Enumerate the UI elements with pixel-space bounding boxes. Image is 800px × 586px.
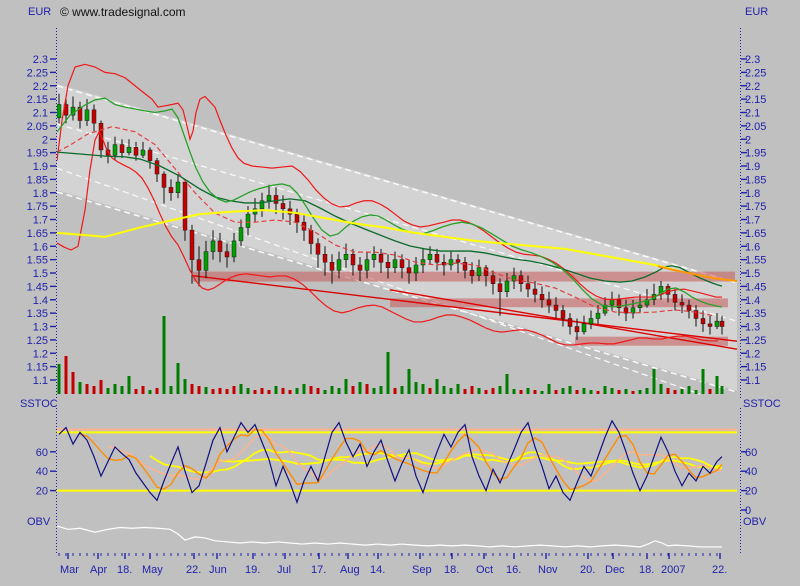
- svg-text:1.2: 1.2: [33, 348, 48, 360]
- svg-text:2.2: 2.2: [745, 81, 760, 93]
- svg-text:Apr: Apr: [90, 564, 107, 576]
- svg-text:1.95: 1.95: [27, 148, 48, 160]
- svg-text:17.: 17.: [311, 564, 326, 576]
- svg-text:0: 0: [745, 505, 751, 517]
- svg-text:1.25: 1.25: [27, 335, 48, 347]
- svg-text:20: 20: [745, 486, 757, 498]
- svg-text:1.3: 1.3: [33, 322, 48, 334]
- svg-text:May: May: [142, 564, 163, 576]
- svg-text:Jul: Jul: [277, 564, 291, 576]
- svg-text:1.9: 1.9: [33, 161, 48, 173]
- svg-text:1.55: 1.55: [745, 255, 766, 267]
- svg-text:1.3: 1.3: [745, 322, 760, 334]
- svg-text:40: 40: [36, 466, 48, 478]
- svg-text:16.: 16.: [506, 564, 521, 576]
- svg-text:2.1: 2.1: [745, 108, 760, 120]
- svg-text:1.4: 1.4: [33, 295, 48, 307]
- svg-text:Jun: Jun: [209, 564, 227, 576]
- obv-panel-title-right: OBV: [743, 516, 767, 528]
- svg-text:1.4: 1.4: [745, 295, 760, 307]
- svg-text:1.65: 1.65: [745, 228, 766, 240]
- svg-text:1.5: 1.5: [33, 268, 48, 280]
- svg-text:2.05: 2.05: [27, 121, 48, 133]
- svg-text:1.55: 1.55: [27, 255, 48, 267]
- sstoc-panel-title-right: SSTOC: [743, 398, 781, 410]
- svg-text:1.95: 1.95: [745, 148, 766, 160]
- svg-text:1.6: 1.6: [33, 241, 48, 253]
- svg-text:Dec: Dec: [605, 564, 625, 576]
- svg-text:1.2: 1.2: [745, 348, 760, 360]
- svg-text:2.3: 2.3: [33, 54, 48, 66]
- svg-text:20.: 20.: [580, 564, 595, 576]
- svg-text:2.2: 2.2: [33, 81, 48, 93]
- svg-text:1.7: 1.7: [745, 215, 760, 227]
- svg-text:1.1: 1.1: [745, 375, 760, 387]
- svg-text:1.25: 1.25: [745, 335, 766, 347]
- svg-text:Nov: Nov: [538, 564, 558, 576]
- svg-text:1.75: 1.75: [27, 201, 48, 213]
- svg-text:1.7: 1.7: [33, 215, 48, 227]
- svg-text:1.45: 1.45: [27, 281, 48, 293]
- svg-text:1.65: 1.65: [27, 228, 48, 240]
- svg-text:1.15: 1.15: [745, 362, 766, 374]
- price-axis-title-left: EUR: [28, 6, 52, 18]
- svg-text:2: 2: [42, 134, 48, 146]
- svg-text:20: 20: [36, 486, 48, 498]
- svg-text:14.: 14.: [370, 564, 385, 576]
- svg-text:2.25: 2.25: [27, 67, 48, 79]
- svg-text:2.05: 2.05: [745, 121, 766, 133]
- svg-text:2007: 2007: [661, 564, 685, 576]
- svg-text:1.35: 1.35: [27, 308, 48, 320]
- svg-text:1.45: 1.45: [745, 281, 766, 293]
- svg-text:1.85: 1.85: [745, 174, 766, 186]
- svg-text:40: 40: [745, 466, 757, 478]
- svg-text:60: 60: [745, 447, 757, 459]
- svg-text:1.8: 1.8: [33, 188, 48, 200]
- svg-text:1.8: 1.8: [745, 188, 760, 200]
- svg-text:1.75: 1.75: [745, 201, 766, 213]
- svg-text:Aug: Aug: [340, 564, 360, 576]
- svg-text:2.3: 2.3: [745, 54, 760, 66]
- sstoc-panel-title-left: SSTOC: [20, 398, 58, 410]
- obv-panel-title-left: OBV: [27, 516, 51, 528]
- svg-text:2.1: 2.1: [33, 108, 48, 120]
- svg-text:18.: 18.: [639, 564, 654, 576]
- svg-text:18.: 18.: [444, 564, 459, 576]
- svg-text:60: 60: [36, 447, 48, 459]
- svg-text:2.25: 2.25: [745, 67, 766, 79]
- svg-text:Mar: Mar: [60, 564, 79, 576]
- svg-text:2.15: 2.15: [745, 94, 766, 106]
- svg-text:1.6: 1.6: [745, 241, 760, 253]
- svg-text:1.85: 1.85: [27, 174, 48, 186]
- svg-text:22.: 22.: [186, 564, 201, 576]
- svg-text:1.9: 1.9: [745, 161, 760, 173]
- price-axis-title-right: EUR: [745, 6, 769, 18]
- svg-text:1.1: 1.1: [33, 375, 48, 387]
- copyright-watermark: © www.tradesignal.com: [60, 5, 186, 19]
- svg-text:1.35: 1.35: [745, 308, 766, 320]
- svg-text:2: 2: [745, 134, 751, 146]
- svg-text:Oct: Oct: [476, 564, 493, 576]
- svg-text:22.: 22.: [712, 564, 727, 576]
- svg-text:2.15: 2.15: [27, 94, 48, 106]
- svg-text:1.5: 1.5: [745, 268, 760, 280]
- svg-text:19.: 19.: [245, 564, 260, 576]
- svg-text:18.: 18.: [117, 564, 132, 576]
- svg-text:Sep: Sep: [412, 564, 432, 576]
- svg-text:1.15: 1.15: [27, 362, 48, 374]
